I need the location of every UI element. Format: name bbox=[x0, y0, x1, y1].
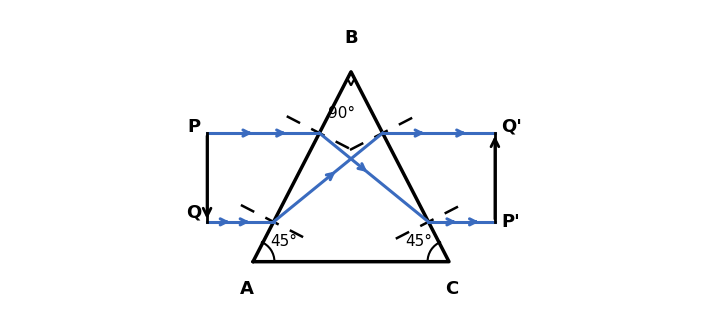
Text: P: P bbox=[188, 118, 201, 136]
Text: C: C bbox=[446, 280, 458, 298]
Text: 45°: 45° bbox=[270, 235, 297, 249]
Text: P': P' bbox=[501, 213, 519, 231]
Text: 90°: 90° bbox=[329, 106, 355, 121]
Text: Q': Q' bbox=[501, 118, 522, 136]
Text: Q: Q bbox=[186, 204, 201, 222]
Text: 45°: 45° bbox=[405, 235, 432, 249]
Text: A: A bbox=[240, 280, 254, 298]
Text: B: B bbox=[344, 29, 358, 47]
